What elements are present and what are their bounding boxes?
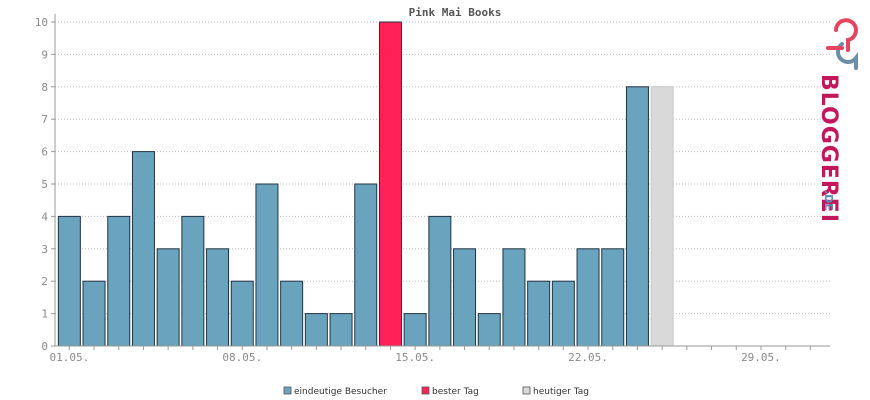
- bar: [82, 280, 106, 347]
- legend-swatch: [283, 386, 292, 395]
- bar: [107, 215, 131, 347]
- legend-label: bester Tag: [432, 387, 479, 397]
- bar: [354, 183, 378, 347]
- bar: [181, 215, 205, 347]
- bar: [403, 313, 427, 347]
- bar: [502, 248, 526, 347]
- x-tick-label: 01.05.: [49, 351, 89, 364]
- bar: [576, 248, 600, 347]
- y-tick-label: 7: [41, 113, 48, 126]
- bar: [206, 248, 230, 347]
- bar: [57, 215, 81, 347]
- bar-today: [650, 86, 674, 347]
- bar: [304, 313, 328, 347]
- x-tick-label: 15.05.: [395, 351, 435, 364]
- x-tick-label: 08.05.: [222, 351, 262, 364]
- chart-title: Pink Mai Books: [409, 6, 502, 19]
- y-tick-label: 6: [41, 146, 48, 159]
- bar: [453, 248, 477, 347]
- logo-suffix: .DE: [822, 190, 835, 211]
- y-tick-label: 5: [41, 178, 48, 191]
- bar: [527, 280, 551, 347]
- logo-text: BLOGGEREI: [816, 74, 841, 223]
- y-axis: 0 1 2 3 4 5 6 7 8 9 10: [35, 16, 55, 353]
- y-tick-label: 10: [35, 16, 48, 29]
- y-tick-label: 9: [41, 48, 48, 61]
- legend-swatch: [522, 386, 531, 395]
- bar: [477, 313, 501, 347]
- bar: [551, 280, 575, 347]
- bar: [329, 313, 353, 347]
- legend-label: eindeutige Besucher: [294, 387, 387, 397]
- legend: eindeutige Besucher bester Tag heutiger Ta…: [283, 386, 589, 397]
- bar: [428, 215, 452, 347]
- bar: [625, 86, 649, 347]
- y-tick-label: 0: [41, 340, 48, 353]
- y-tick-label: 8: [41, 81, 48, 94]
- y-tick-label: 2: [41, 275, 48, 288]
- bar-series: [57, 21, 674, 347]
- bar: [131, 151, 155, 347]
- x-axis: 01.05. 08.05. 15.05. 22.05. 29.05.: [49, 346, 811, 364]
- bar: [230, 280, 254, 347]
- bar: [280, 280, 304, 347]
- x-tick-label: 22.05.: [568, 351, 608, 364]
- y-tick-label: 4: [41, 210, 48, 223]
- bar: [156, 248, 180, 347]
- bar: [255, 183, 279, 347]
- y-tick-label: 3: [41, 243, 48, 256]
- bar-best-day: [378, 21, 402, 347]
- logo-mark-icon: [826, 18, 858, 70]
- legend-label: heutiger Tag: [533, 387, 589, 397]
- bloggerei-logo: BLOGGEREI .DE: [816, 18, 858, 223]
- y-tick-label: 1: [41, 308, 48, 321]
- legend-swatch: [421, 386, 430, 395]
- x-tick-label: 29.05.: [741, 351, 781, 364]
- axes: [54, 14, 830, 347]
- bar: [601, 248, 625, 347]
